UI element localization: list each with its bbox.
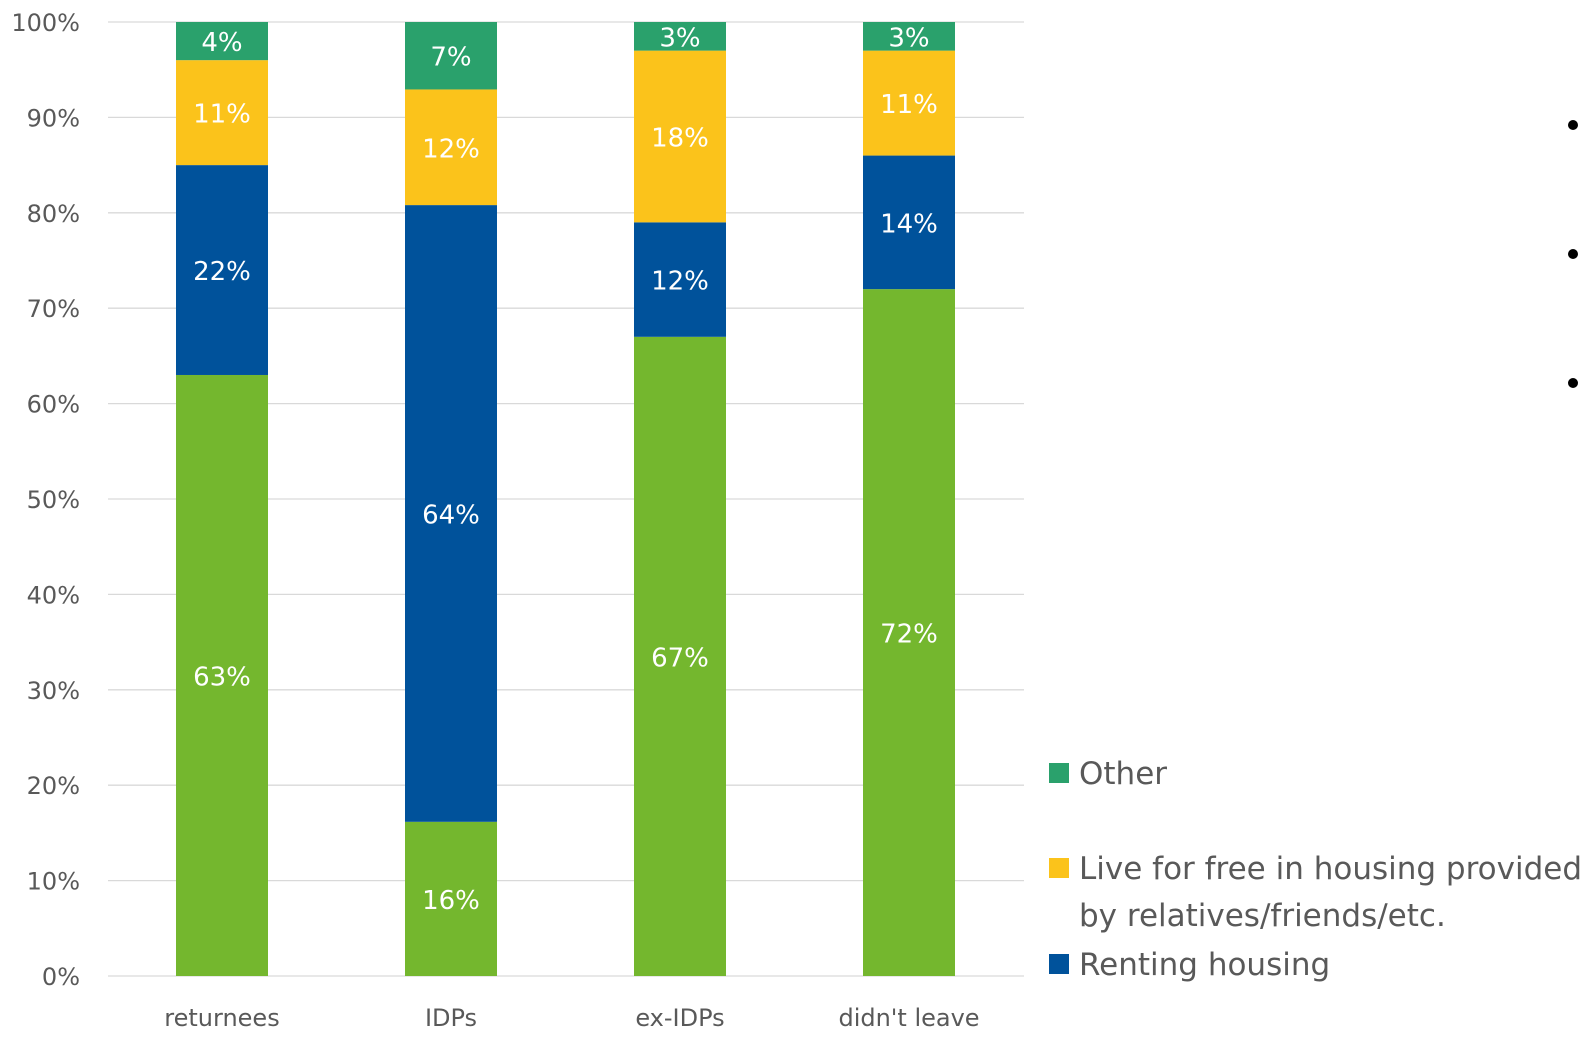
slide-bullets xyxy=(1568,120,1578,388)
bar-segment-series0 xyxy=(863,289,955,976)
bar-segment-series0 xyxy=(176,374,268,977)
bar-segment-series2 xyxy=(863,50,955,156)
bullet-dot-1 xyxy=(1568,120,1578,130)
data-label: 12% xyxy=(651,267,709,297)
y-tick-label: 60% xyxy=(27,391,80,419)
y-axis-ticks: 0% 10% 20% 30% 40% 50% 60% 70% 80% 90% 100% xyxy=(11,9,80,991)
data-labels: 63% 22% 11% 4% 16% 64% 12% 7% 67% 12% 18% 3% 72% 14% 1… xyxy=(193,23,938,916)
bar-segment-series3 xyxy=(405,22,497,90)
legend-label: Live for free in housing provided xyxy=(1079,851,1582,887)
bullet-dot-2 xyxy=(1568,249,1578,259)
data-label: 22% xyxy=(193,257,251,287)
legend-swatch xyxy=(1049,858,1069,878)
data-label: 7% xyxy=(430,43,471,73)
y-tick-label: 70% xyxy=(27,295,80,323)
y-tick-label: 100% xyxy=(11,9,80,37)
legend-label: Renting housing xyxy=(1079,947,1330,983)
bar-segment-series1 xyxy=(176,165,268,375)
data-label: 72% xyxy=(880,620,938,650)
bars xyxy=(176,22,955,977)
y-tick-label: 20% xyxy=(27,772,80,800)
bar-segment-series3 xyxy=(176,22,268,61)
legend-swatch xyxy=(1049,763,1069,783)
bar-segment-series0 xyxy=(405,821,497,976)
bar-segment-series2 xyxy=(634,50,726,223)
bar-segment-series1 xyxy=(634,222,726,337)
bar-segment-series3 xyxy=(863,22,955,51)
y-tick-label: 30% xyxy=(27,677,80,705)
y-tick-label: 50% xyxy=(27,486,80,514)
y-tick-label: 0% xyxy=(42,963,80,991)
bar-segment-series1 xyxy=(863,155,955,290)
data-label: 64% xyxy=(422,500,480,530)
y-tick-label: 40% xyxy=(27,581,80,609)
x-category-label: ex-IDPs xyxy=(635,1004,724,1032)
bar-segment-series3 xyxy=(634,22,726,51)
bar-segment-series2 xyxy=(176,60,268,166)
data-label: 12% xyxy=(422,134,480,164)
y-tick-label: 90% xyxy=(27,104,80,132)
x-category-label: returnees xyxy=(164,1004,279,1032)
data-label: 18% xyxy=(651,123,709,153)
legend: Other Live for free in housing provided by… xyxy=(1049,756,1582,983)
x-category-label: didn't leave xyxy=(838,1004,979,1032)
data-label: 14% xyxy=(880,209,938,239)
y-tick-label: 80% xyxy=(27,200,80,228)
bar-segment-series0 xyxy=(634,336,726,976)
data-label: 16% xyxy=(422,886,480,916)
legend-swatch xyxy=(1049,954,1069,974)
data-label: 4% xyxy=(201,28,242,58)
bar-segment-series1 xyxy=(405,205,497,822)
legend-label: Other xyxy=(1079,756,1167,792)
x-axis-categories: returnees IDPs ex-IDPs didn't leave xyxy=(164,1004,979,1032)
data-label: 63% xyxy=(193,662,251,692)
legend-label: by relatives/friends/etc. xyxy=(1079,898,1446,934)
data-label: 3% xyxy=(888,23,929,53)
data-label: 3% xyxy=(659,23,700,53)
x-category-label: IDPs xyxy=(425,1004,477,1032)
bullet-dot-3 xyxy=(1568,378,1578,388)
data-label: 67% xyxy=(651,643,709,673)
y-tick-label: 10% xyxy=(27,868,80,896)
data-label: 11% xyxy=(880,90,938,120)
bar-segment-series2 xyxy=(405,89,497,206)
data-label: 11% xyxy=(193,100,251,130)
